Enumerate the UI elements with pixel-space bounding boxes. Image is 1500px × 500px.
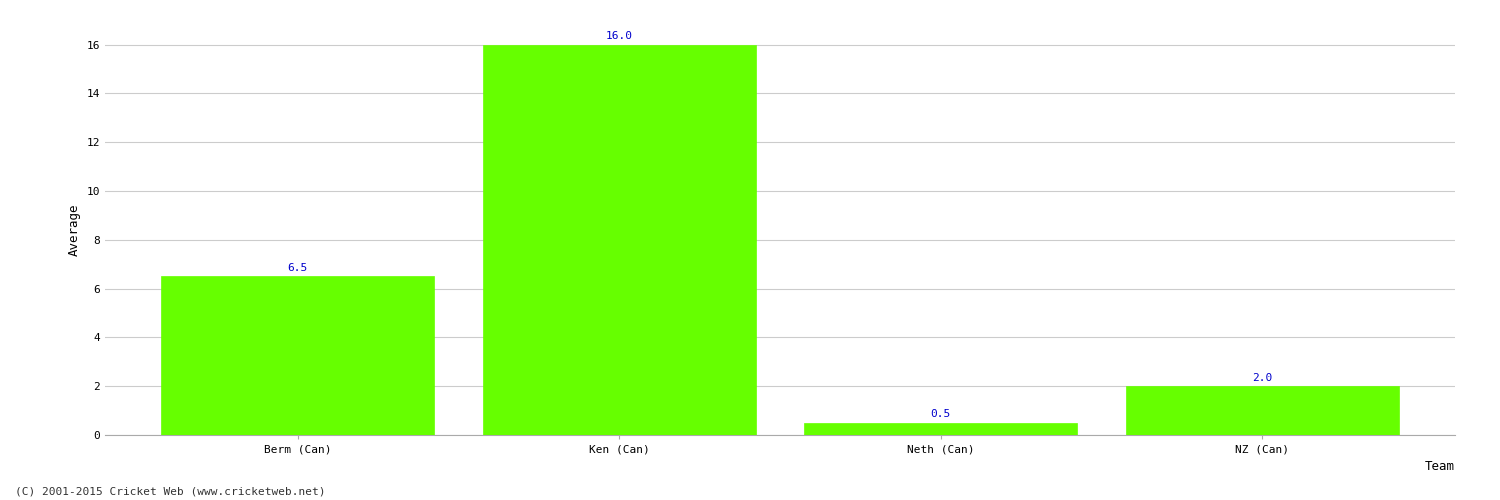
Y-axis label: Average: Average bbox=[68, 204, 81, 256]
Bar bbox=[1125, 386, 1398, 435]
Text: 6.5: 6.5 bbox=[288, 262, 308, 272]
Text: 0.5: 0.5 bbox=[930, 409, 951, 419]
Text: 16.0: 16.0 bbox=[606, 31, 633, 41]
Bar bbox=[804, 423, 1077, 435]
Text: (C) 2001-2015 Cricket Web (www.cricketweb.net): (C) 2001-2015 Cricket Web (www.cricketwe… bbox=[15, 487, 326, 497]
Text: 2.0: 2.0 bbox=[1252, 372, 1272, 382]
Bar bbox=[483, 44, 756, 435]
Bar bbox=[162, 276, 435, 435]
X-axis label: Team: Team bbox=[1425, 460, 1455, 472]
